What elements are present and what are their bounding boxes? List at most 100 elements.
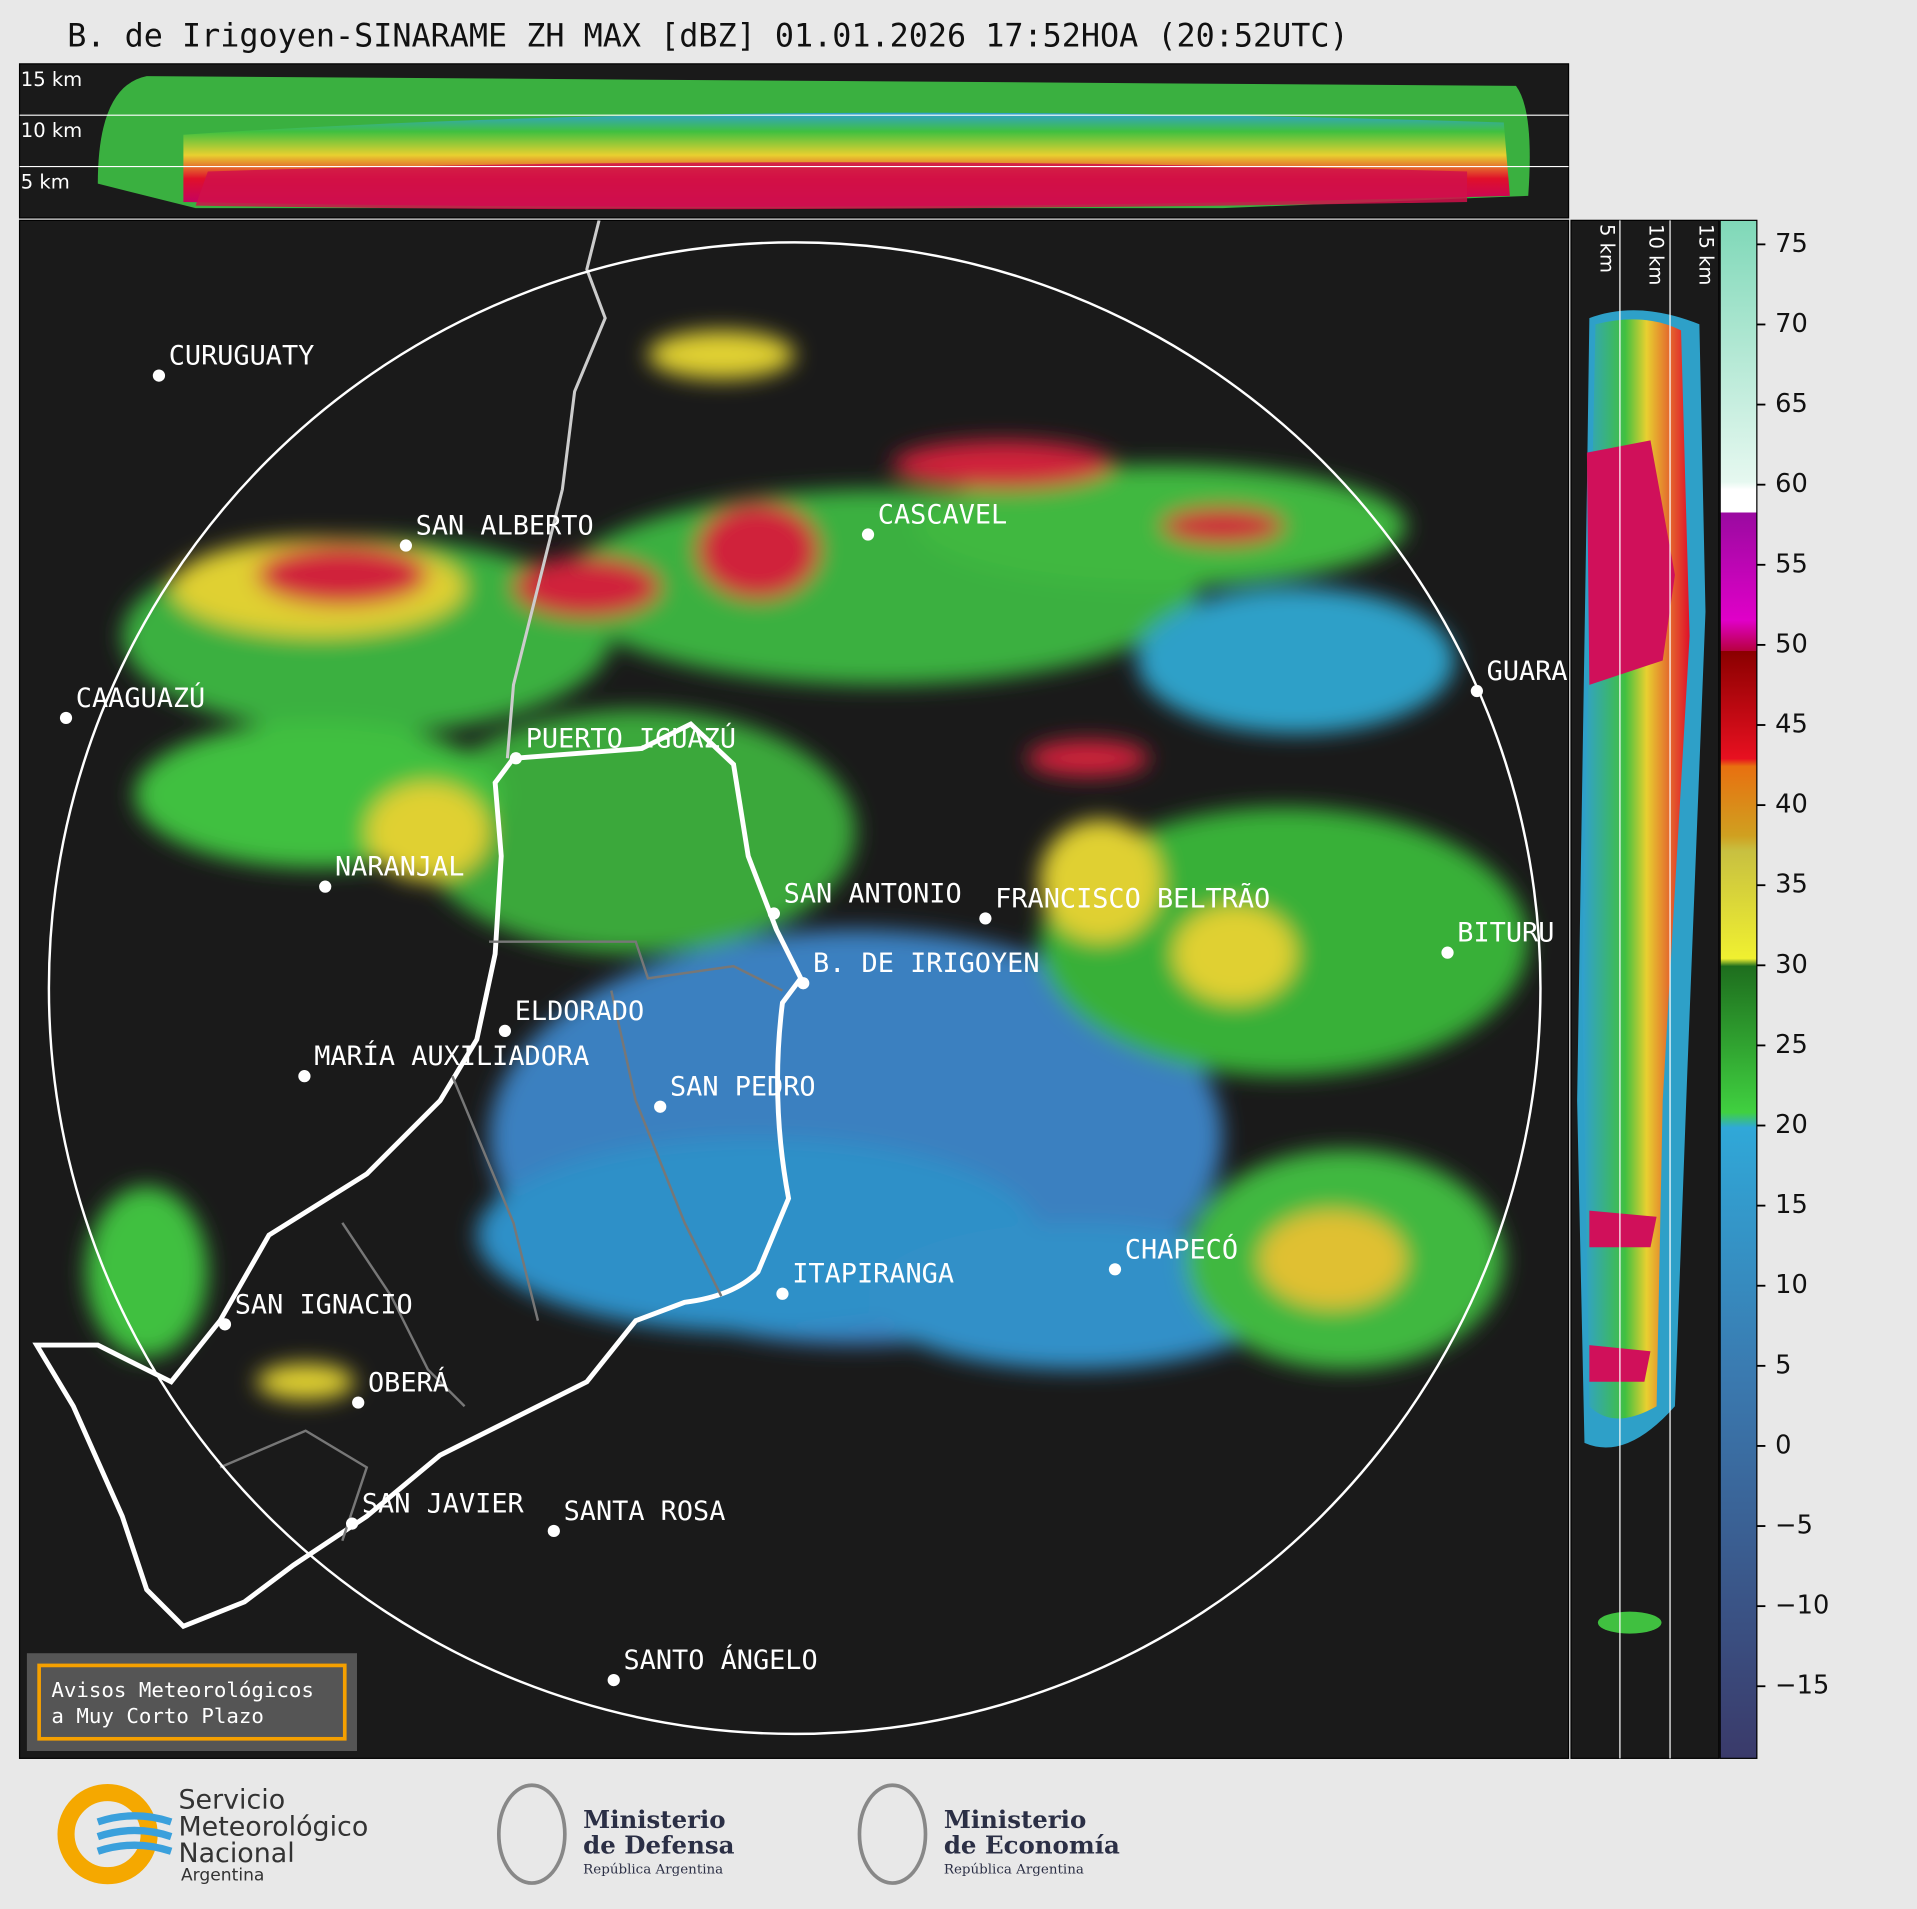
- city-label: SANTA ROSA: [564, 1496, 726, 1527]
- height-label: 10 km: [21, 119, 82, 142]
- city-dot: [1108, 1263, 1122, 1276]
- notice-text: Avisos Meteorológicos: [51, 1678, 314, 1702]
- radar-echo: [1259, 1210, 1406, 1309]
- city-dot: [399, 539, 413, 552]
- top-echo: [195, 162, 1468, 210]
- border: [505, 220, 607, 759]
- side-echo: [1597, 1611, 1662, 1634]
- radar-echo: [1136, 587, 1455, 734]
- radar-echo: [513, 556, 661, 618]
- radar-echo: [696, 501, 820, 600]
- radar-echo: [1173, 904, 1296, 1003]
- city-label: FRANCISCO BELTRÃO: [995, 882, 1270, 914]
- city-dot: [654, 1100, 667, 1113]
- colorbar-tick-label: 65: [1775, 389, 1808, 419]
- defensa-logo: Ministerio de Defensa República Argentin…: [496, 1783, 735, 1885]
- smn-text: Meteorológico: [178, 1811, 368, 1842]
- colorbar: [1719, 219, 1758, 1759]
- city-dot: [861, 528, 875, 541]
- height-label: 15 km: [21, 68, 82, 91]
- city-label: ITAPIRANGA: [792, 1259, 954, 1290]
- city-dot: [352, 1396, 365, 1409]
- defensa-text: Ministerio: [583, 1805, 725, 1834]
- colorbar-tick-label: 15: [1775, 1190, 1808, 1220]
- city-dot: [345, 1517, 359, 1530]
- city-dot: [1441, 946, 1454, 959]
- smn-text: Argentina: [181, 1866, 264, 1886]
- city-label: CAAGUAZÚ: [76, 682, 205, 714]
- city-dot: [319, 880, 332, 893]
- city-dot: [979, 912, 992, 925]
- economia-text: República Argentina: [944, 1862, 1084, 1877]
- colorbar-tick-label: 75: [1775, 229, 1808, 259]
- colorbar-tick-label: −5: [1775, 1511, 1813, 1541]
- defensa-text: República Argentina: [583, 1862, 723, 1877]
- title: B. de Irigoyen-SINARAME ZH MAX [dBZ] 01.…: [67, 19, 1348, 55]
- side-echo: [1586, 440, 1675, 1382]
- smn-logo: Servicio Meteorológico Nacional Argentin…: [57, 1784, 368, 1886]
- radar-echo: [256, 1363, 355, 1401]
- radar-echo: [647, 330, 795, 380]
- colorbar-tick-label: 10: [1775, 1270, 1808, 1300]
- radar-echo: [256, 544, 428, 606]
- defensa-text: de Defensa: [583, 1831, 734, 1860]
- city-label: SAN JAVIER: [362, 1489, 525, 1520]
- radar-echo: [366, 782, 490, 881]
- colorbar-tick-label: 20: [1775, 1110, 1808, 1140]
- radar-echo: [868, 1222, 1284, 1370]
- radar-echo: [85, 1186, 208, 1358]
- coat-of-arms: [857, 1783, 928, 1885]
- city-dot: [509, 752, 523, 765]
- city-label: SAN IGNACIO: [235, 1289, 413, 1320]
- colorbar-tick-label: −15: [1775, 1671, 1829, 1701]
- economia-logo: Ministerio de Economía República Argenti…: [857, 1783, 1120, 1885]
- radar-echo: [892, 440, 1113, 490]
- city-dot: [776, 1287, 789, 1300]
- economia-text: Ministerio: [944, 1805, 1086, 1834]
- city-label: CURUGUATY: [169, 341, 315, 372]
- city-dot: [1470, 684, 1483, 698]
- coat-of-arms: [496, 1783, 567, 1885]
- border: [32, 721, 804, 1630]
- city-label: PUERTO IGUAZÚ: [526, 722, 736, 754]
- height-label: 5 km: [1595, 224, 1618, 273]
- colorbar-tick-label: 70: [1775, 309, 1808, 339]
- city-dot: [152, 369, 166, 382]
- city-label: NARANJAL: [335, 852, 464, 883]
- economia-text: de Economía: [944, 1831, 1120, 1860]
- city-label: B. DE IRIGOYEN: [813, 948, 1040, 979]
- colorbar-tick-label: 50: [1775, 629, 1808, 659]
- city-label: SAN PEDRO: [670, 1072, 816, 1103]
- city-dot: [218, 1318, 232, 1331]
- notice-text: a Muy Corto Plazo: [51, 1704, 264, 1728]
- colorbar-tick-label: 5: [1775, 1350, 1791, 1380]
- city-label: CASCAVEL: [878, 500, 1007, 531]
- city-dot: [498, 1024, 512, 1038]
- radar-echo: [1161, 507, 1284, 545]
- city-dot: [547, 1524, 560, 1538]
- colorbar-tick-label: 0: [1775, 1430, 1791, 1460]
- smn-waves: [96, 1812, 173, 1855]
- city-dot: [797, 977, 810, 990]
- colorbar-tick-label: 40: [1775, 790, 1808, 820]
- colorbar-tick-label: 60: [1775, 469, 1808, 499]
- city-label: SAN ANTONIO: [784, 879, 962, 910]
- smn-text: Servicio: [178, 1784, 285, 1815]
- radar-echo: [1039, 819, 1162, 942]
- height-label: 15 km: [1694, 224, 1717, 285]
- city-dot: [298, 1070, 311, 1083]
- height-label: 5 km: [21, 171, 70, 194]
- colorbar-tick-label: −10: [1775, 1591, 1829, 1621]
- smn-text: Nacional: [178, 1838, 294, 1869]
- city-label: BITURU: [1457, 918, 1554, 949]
- height-label: 10 km: [1644, 224, 1667, 285]
- city-label: SAN ALBERTO: [416, 511, 594, 542]
- city-dot: [607, 1673, 620, 1687]
- city-label: ELDORADO: [515, 996, 644, 1027]
- city-dot: [59, 711, 73, 725]
- radar-echoes: [32, 220, 1529, 1630]
- notice-box: [26, 1653, 357, 1752]
- city-label: OBERÁ: [368, 1367, 449, 1399]
